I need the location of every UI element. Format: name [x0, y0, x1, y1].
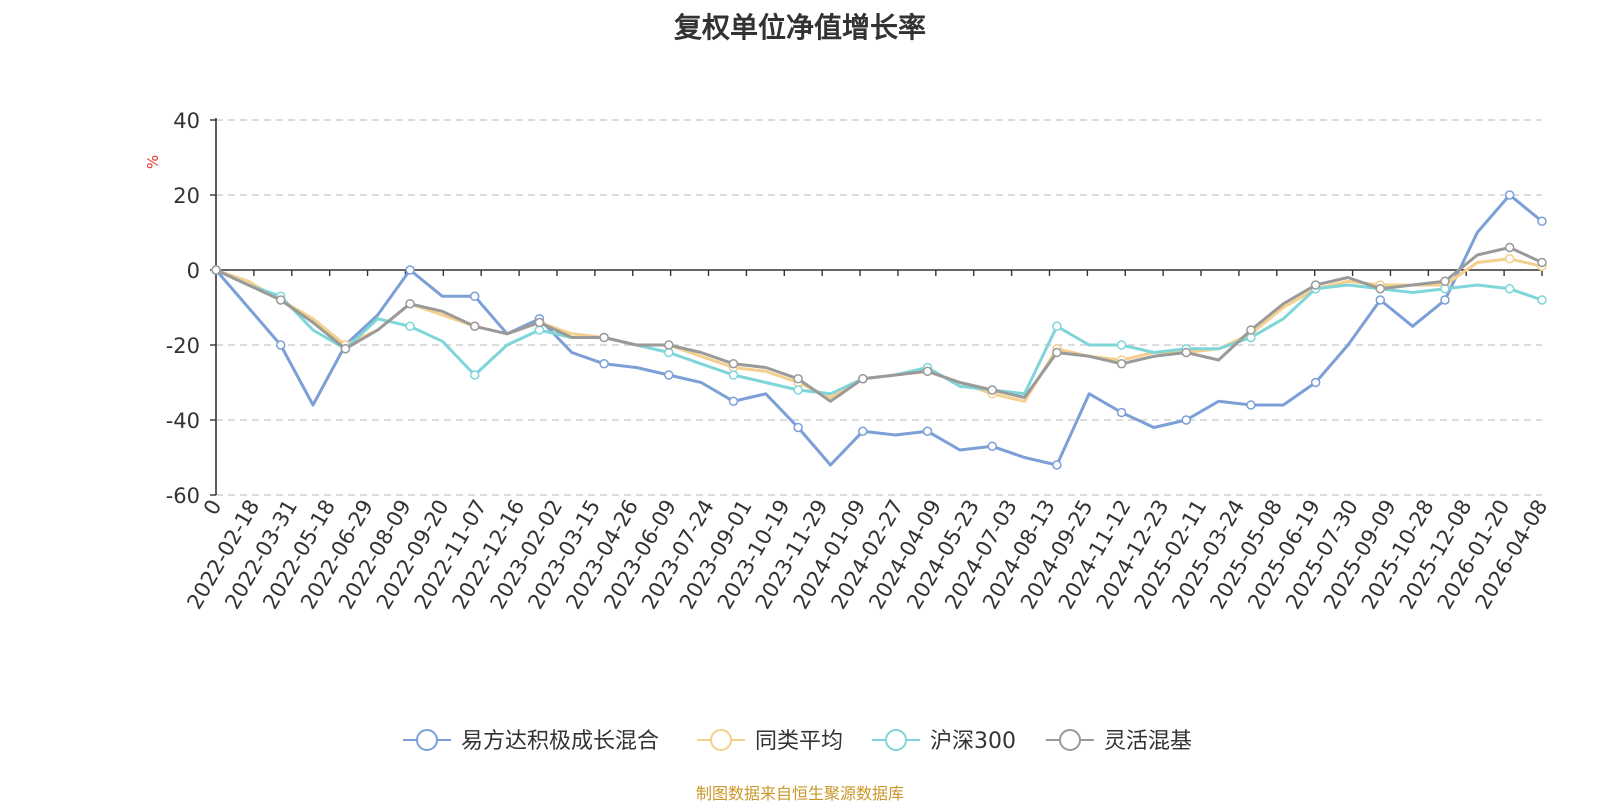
series-point: [340, 344, 351, 354]
series-point: [1537, 257, 1547, 268]
series-point: [1537, 216, 1547, 226]
series-point: [1504, 254, 1515, 264]
series-point: [728, 396, 739, 406]
series-point: [469, 370, 480, 380]
legend-marker: [416, 729, 438, 751]
series-line: [214, 193, 1543, 467]
series-point: [1310, 377, 1321, 388]
series-point: [664, 340, 674, 350]
y-axis-unit-label: %: [144, 155, 162, 169]
series-point: [1310, 280, 1321, 290]
series-point: [275, 340, 286, 350]
series-point: [1246, 325, 1256, 335]
series-point: [922, 366, 933, 376]
series-point: [793, 374, 803, 384]
series-point: [405, 299, 415, 309]
series-point: [664, 370, 674, 380]
series-point: [469, 291, 480, 301]
series-point: [1052, 347, 1062, 358]
series-point: [469, 321, 480, 331]
series-point: [728, 359, 739, 369]
series-point: [275, 295, 286, 305]
legend-label: 沪深300: [930, 729, 1016, 754]
legend: 易方达积极成长混合 同类平均 沪深300 灵活混基: [403, 729, 1192, 754]
y-tick-label: -20: [166, 334, 200, 358]
series-point: [1116, 407, 1127, 418]
series-point: [1504, 190, 1515, 200]
series-point: [599, 332, 609, 343]
data-source-note: 制图数据来自恒生聚源数据库: [695, 784, 904, 803]
series-point: [987, 385, 997, 395]
y-tick-label: 20: [173, 184, 200, 208]
y-tick-label: 0: [187, 259, 200, 283]
series-point: [599, 359, 609, 369]
series-point: [793, 385, 803, 395]
series-point: [858, 374, 868, 384]
legend-marker: [1059, 729, 1081, 751]
legend-label: 易方达积极成长混合: [461, 729, 659, 754]
series-point: [405, 321, 415, 331]
series-point: [728, 370, 739, 380]
series-point: [1440, 295, 1450, 305]
series-point: [534, 317, 545, 328]
series-point: [922, 426, 933, 436]
series-point: [1181, 347, 1191, 358]
series-line: [215, 246, 1543, 403]
series-point: [1052, 460, 1062, 470]
series-point: [1116, 359, 1127, 369]
legend-label: 同类平均: [755, 729, 843, 754]
series-point: [1504, 284, 1515, 294]
chart-title: 复权单位净值增长率: [673, 11, 926, 44]
grid-lines: [216, 119, 1542, 496]
y-tick-label: -60: [166, 484, 200, 508]
series-point: [793, 422, 803, 433]
y-tick-label: -40: [166, 409, 200, 433]
legend-label: 灵活混基: [1104, 729, 1192, 754]
series-point: [1052, 321, 1062, 331]
series-point: [1375, 295, 1386, 305]
series-point: [1116, 340, 1127, 350]
series-point: [1504, 242, 1515, 253]
series-point: [1375, 284, 1386, 294]
legend-marker: [885, 729, 907, 751]
series-point: [1537, 295, 1547, 305]
series-point: [1181, 415, 1191, 425]
series-point: [405, 265, 415, 275]
series-point: [1440, 276, 1450, 286]
y-axis: 40 20 0 -20 -40 -60: [166, 109, 217, 508]
series-point: [211, 265, 221, 275]
series-line: [215, 268, 1543, 396]
series-point: [1246, 400, 1256, 410]
series-lines: [211, 190, 1547, 470]
series-point: [858, 426, 868, 436]
series-point: [987, 441, 997, 451]
y-tick-label: 40: [173, 109, 200, 133]
x-tick-label: 0: [199, 496, 226, 520]
legend-marker: [710, 729, 732, 751]
